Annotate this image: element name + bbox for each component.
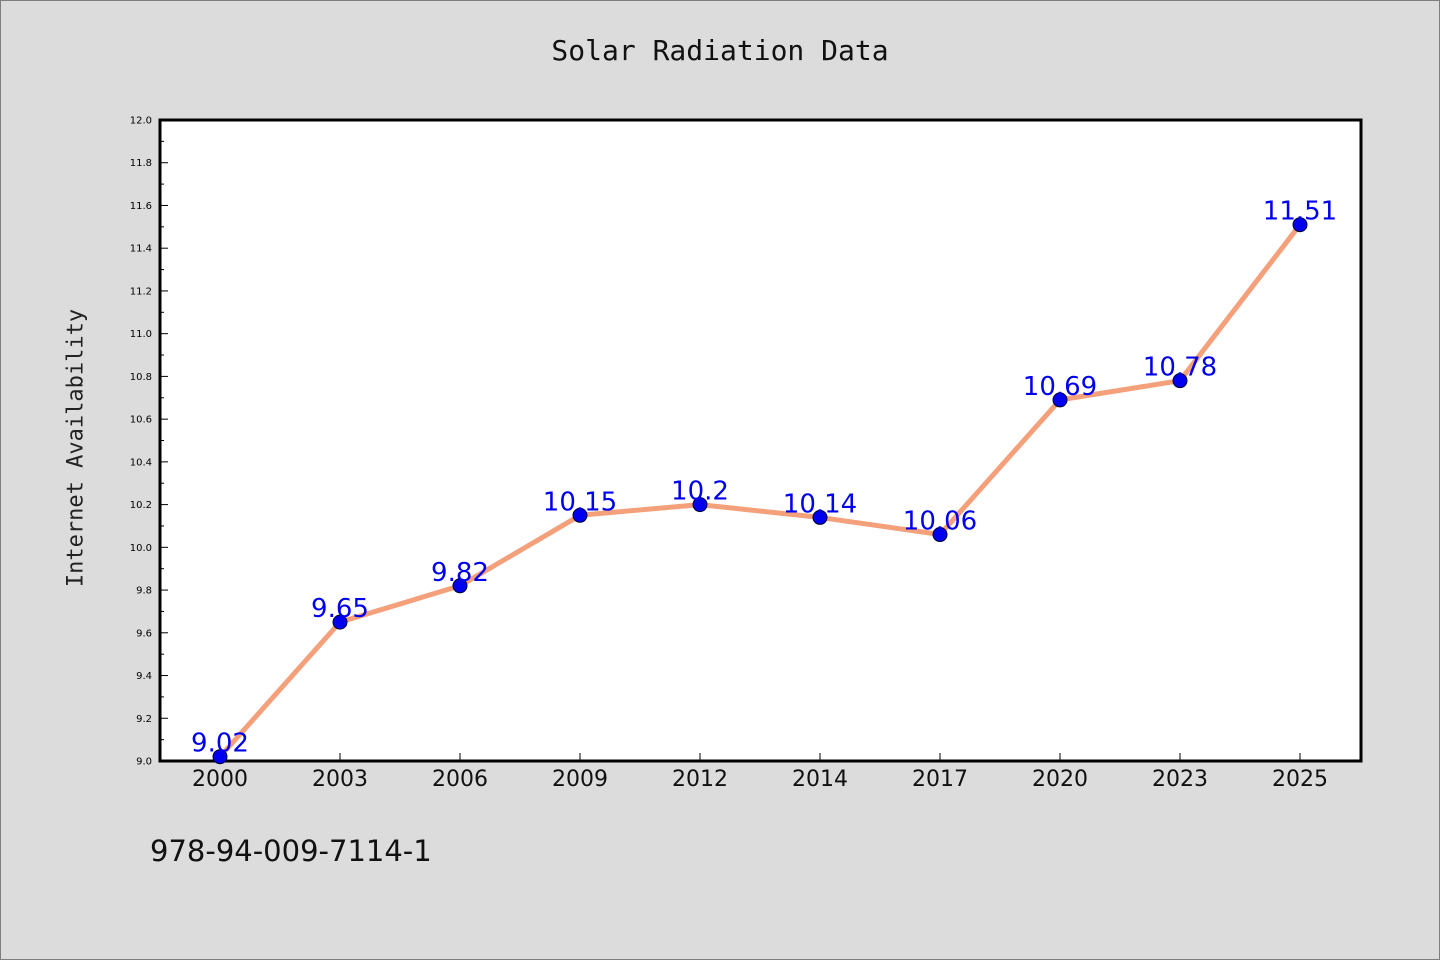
x-tick-label: 2012 <box>672 767 728 792</box>
y-tick-label: 9.4 <box>136 671 152 682</box>
x-tick-label: 2017 <box>912 767 968 792</box>
x-tick-label: 2000 <box>192 767 248 792</box>
y-tick-label: 10.4 <box>130 457 152 468</box>
data-point <box>812 509 828 525</box>
y-tick-label: 10.6 <box>130 415 152 426</box>
x-tick-label: 2006 <box>432 767 488 792</box>
data-label: 9.82 <box>431 558 489 588</box>
data-label: 10.69 <box>1023 372 1097 402</box>
y-tick-label: 10.0 <box>130 543 152 554</box>
y-axis: 9.0 9.2 9.4 9.6 9.8 10.0 10.2 10.4 10.6 10.8 11.0 1… <box>130 116 168 768</box>
y-tick-label: 10.2 <box>130 500 152 511</box>
data-label: 9.65 <box>311 594 369 624</box>
data-labels: 9.02 9.65 9.82 10.15 10.2 10.14 10.06 10.69 10.7… <box>191 197 1337 759</box>
y-tick-label: 11.6 <box>130 201 152 212</box>
data-label: 10.2 <box>671 477 729 507</box>
plot-area <box>158 118 1363 763</box>
x-tick-label: 2020 <box>1032 767 1088 792</box>
data-label: 10.06 <box>903 507 977 537</box>
data-point <box>212 749 228 765</box>
y-tick-label: 11.0 <box>130 329 152 340</box>
data-point <box>572 507 588 523</box>
x-axis: 2000 2003 2006 2009 2012 2014 2017 2020 2023 2025 <box>192 753 1328 792</box>
markers <box>212 217 1308 765</box>
y-tick-label: 11.2 <box>130 286 152 297</box>
y-tick-label: 11.8 <box>130 158 152 169</box>
data-label: 10.14 <box>783 489 857 519</box>
x-tick-label: 2025 <box>1272 767 1328 792</box>
y-tick-label: 12.0 <box>130 116 152 127</box>
x-tick-label: 2003 <box>312 767 368 792</box>
data-point <box>692 497 708 513</box>
data-label: 11.51 <box>1263 197 1337 227</box>
x-tick-label: 2023 <box>1152 767 1208 792</box>
y-tick-label: 9.6 <box>136 628 152 639</box>
data-point <box>1172 373 1188 389</box>
data-point <box>452 578 468 594</box>
y-tick-label: 11.4 <box>130 244 152 255</box>
y-tick-label: 9.2 <box>136 714 152 725</box>
data-point <box>932 527 948 543</box>
isbn-text: 978-94-009-7114-1 <box>150 834 432 868</box>
data-label: 9.02 <box>191 729 249 759</box>
y-tick-label: 9.8 <box>136 586 152 597</box>
series-line <box>217 222 1303 760</box>
data-point <box>1292 217 1308 233</box>
data-point <box>1052 392 1068 408</box>
y-tick-label: 9.0 <box>136 757 152 768</box>
chart-title: Solar Radiation Data <box>551 34 889 67</box>
y-tick-label: 10.8 <box>130 372 152 383</box>
data-label: 10.78 <box>1143 353 1217 383</box>
data-label: 10.15 <box>543 487 617 517</box>
x-tick-label: 2009 <box>552 767 608 792</box>
x-tick-label: 2014 <box>792 767 848 792</box>
data-point <box>332 614 348 630</box>
